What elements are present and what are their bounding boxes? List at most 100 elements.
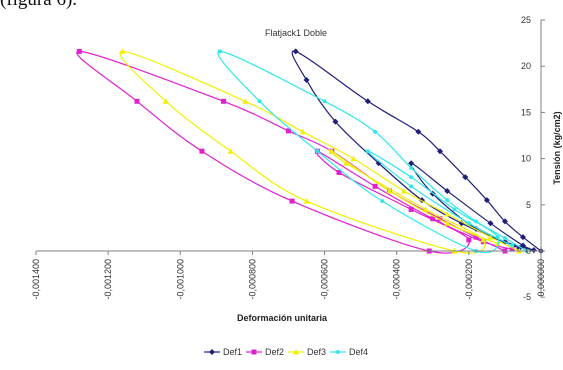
data-point-def1 bbox=[332, 118, 339, 125]
chart-title: Flatjack1 Doble bbox=[265, 28, 327, 38]
x-tick-label: 0,000000 bbox=[536, 259, 546, 297]
data-point-def1 bbox=[437, 148, 443, 155]
legend-item-def3: Def3 bbox=[288, 347, 326, 357]
data-point-def1 bbox=[501, 218, 508, 225]
data-point-def3 bbox=[444, 211, 451, 217]
data-point-def3 bbox=[386, 187, 393, 194]
x-tick-label: -0,000400 bbox=[392, 259, 402, 300]
data-point-def2 bbox=[76, 48, 82, 54]
data-point-def1 bbox=[519, 242, 526, 249]
data-point-def3 bbox=[494, 240, 501, 247]
y-tick-label: 5 bbox=[526, 200, 531, 210]
data-point-def2 bbox=[466, 237, 472, 243]
data-point-def2 bbox=[286, 128, 291, 134]
x-tick-label: -0,001400 bbox=[31, 259, 41, 300]
data-point-def2 bbox=[336, 169, 342, 175]
legend-label: Def3 bbox=[307, 347, 326, 357]
legend-item-def4: Def4 bbox=[330, 347, 368, 357]
legend-label: Def2 bbox=[265, 347, 284, 357]
data-point-def1 bbox=[444, 187, 451, 194]
data-point-def4 bbox=[409, 184, 414, 189]
legend-label: Def4 bbox=[349, 347, 368, 357]
legend-item-def2: Def2 bbox=[246, 347, 284, 357]
data-point-def3 bbox=[422, 206, 429, 212]
data-point-def1 bbox=[519, 234, 526, 241]
series-def4 bbox=[217, 49, 529, 254]
plot-area bbox=[76, 48, 544, 254]
legend-swatch-marker bbox=[336, 350, 340, 354]
data-point-def1 bbox=[408, 160, 415, 167]
data-point-def4 bbox=[373, 129, 378, 134]
data-point-def4 bbox=[315, 149, 320, 154]
legend-swatch-marker bbox=[209, 349, 215, 355]
y-tick-label: 25 bbox=[521, 15, 531, 25]
x-tick-label: -0,001200 bbox=[103, 259, 113, 300]
data-point-def4 bbox=[510, 243, 515, 248]
data-point-def1 bbox=[458, 220, 465, 227]
data-point-def1 bbox=[364, 98, 371, 105]
y-tick-label: -5 bbox=[523, 292, 531, 302]
legend-box bbox=[196, 345, 368, 359]
legend-swatch-marker bbox=[251, 349, 257, 355]
data-point-def1 bbox=[530, 247, 537, 254]
data-point-def4 bbox=[474, 219, 479, 224]
data-point-def4 bbox=[466, 221, 471, 226]
legend: Def1 Def2 Def3 Def4 bbox=[196, 345, 368, 359]
legend-swatch-marker bbox=[293, 349, 299, 355]
data-point-def2 bbox=[509, 246, 515, 252]
data-point-def2 bbox=[473, 234, 479, 240]
legend-item-def1: Def1 bbox=[204, 347, 242, 357]
data-point-def4 bbox=[452, 207, 457, 212]
data-point-def3 bbox=[487, 234, 494, 240]
data-point-def4 bbox=[409, 175, 414, 180]
data-point-def2 bbox=[430, 216, 436, 222]
data-point-def4 bbox=[502, 236, 507, 241]
x-tick-label: -0,001000 bbox=[175, 259, 185, 300]
data-point-def3 bbox=[119, 48, 126, 54]
data-point-def1 bbox=[483, 197, 490, 204]
data-point-def3 bbox=[350, 155, 357, 162]
data-point-def2 bbox=[289, 198, 295, 204]
data-point-def1 bbox=[292, 48, 299, 55]
x-tick-label: -0,000800 bbox=[247, 259, 257, 300]
y-tick-label: 0 bbox=[526, 246, 531, 256]
data-point-def4 bbox=[495, 235, 500, 240]
data-point-def2 bbox=[134, 98, 140, 104]
data-point-def1 bbox=[415, 128, 422, 135]
data-point-def2 bbox=[199, 148, 205, 154]
data-point-def4 bbox=[365, 149, 370, 154]
data-point-def3 bbox=[299, 128, 306, 135]
data-point-def3 bbox=[242, 98, 249, 104]
page-caption: (figura 6). bbox=[0, 0, 77, 11]
data-point-def3 bbox=[444, 220, 451, 226]
y-axis-title: Tensión (kg/cm2) bbox=[552, 111, 562, 184]
legend-label: Def1 bbox=[223, 347, 242, 357]
y-tick-label: 20 bbox=[521, 61, 531, 71]
x-tick-label: -0,000200 bbox=[464, 259, 474, 300]
data-point-def4 bbox=[380, 199, 385, 204]
data-point-def3 bbox=[343, 160, 350, 166]
data-point-def4 bbox=[322, 99, 327, 104]
data-point-def2 bbox=[437, 216, 443, 222]
axes: -0,001400 -0,001200 -0,001000 -0,000800 -0,0… bbox=[31, 15, 546, 302]
x-tick-label: -0,000600 bbox=[320, 259, 330, 300]
data-point-def3 bbox=[480, 236, 487, 243]
y-tick-label: 10 bbox=[521, 154, 531, 164]
data-point-def2 bbox=[408, 206, 414, 212]
data-point-def4 bbox=[257, 99, 262, 104]
data-point-def4 bbox=[445, 198, 450, 203]
data-point-def3 bbox=[227, 148, 234, 154]
data-point-def1 bbox=[303, 77, 310, 84]
data-point-def3 bbox=[400, 187, 407, 194]
series-def3 bbox=[119, 48, 523, 254]
data-point-def3 bbox=[162, 98, 169, 104]
data-point-def4 bbox=[217, 49, 222, 54]
data-point-def3 bbox=[328, 148, 335, 154]
data-point-def3 bbox=[303, 198, 310, 204]
data-point-def2 bbox=[221, 98, 227, 104]
data-point-def1 bbox=[487, 220, 494, 227]
series-line-def4 bbox=[217, 50, 527, 254]
y-tick-label: 15 bbox=[521, 107, 531, 117]
data-point-def1 bbox=[462, 174, 469, 181]
